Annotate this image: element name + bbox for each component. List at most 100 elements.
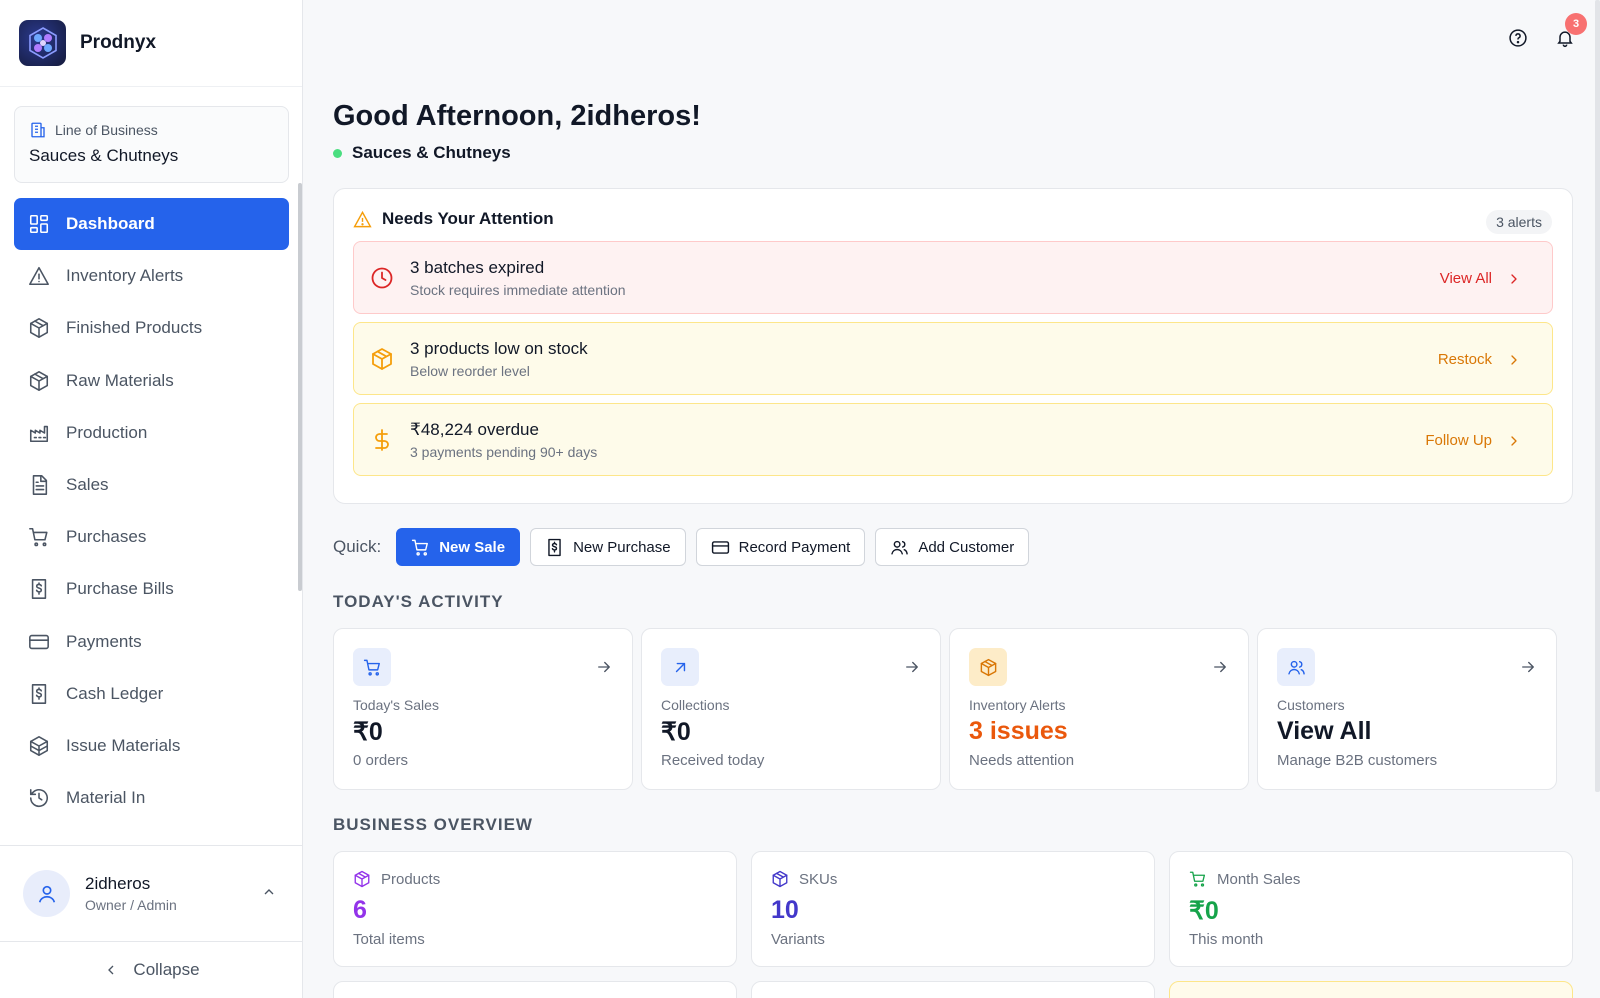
bill-icon [31,683,47,704]
user-menu[interactable]: 2idheros Owner / Admin [0,845,303,941]
sidebar-item-label: Payments [66,631,142,651]
sidebar-scrollbar[interactable] [298,183,302,591]
arrow-right-icon [1214,661,1226,673]
sidebar-item-finished-products[interactable]: Finished Products [14,302,289,354]
users-icon [1287,660,1305,675]
boxes-icon [29,735,49,756]
alert-action-link[interactable]: Follow Up [1425,404,1522,477]
activity-card-icon [969,648,1007,686]
cart-icon [363,659,380,676]
sidebar-item-raw-materials[interactable]: Raw Materials [14,355,289,407]
overview-card-subtitle: Total items [353,931,425,948]
box-icon [29,318,49,339]
alert-item: 3 products low on stock Below reorder le… [353,322,1553,395]
sidebar-item-cash-ledger[interactable]: Cash Ledger [14,668,289,720]
notifications-button[interactable] [1553,26,1577,50]
activity-card-value: ₹0 [661,718,691,746]
sidebar-item-label: Inventory Alerts [66,266,184,286]
business-overview-heading: BUSINESS OVERVIEW [333,815,533,834]
overview-card-label: Products [381,870,441,888]
package-icon [980,658,996,676]
alert-title: ₹48,224 overdue [410,419,539,439]
collapse-label: Collapse [133,960,200,979]
activity-card-subtitle: Manage B2B customers [1277,752,1438,769]
chevron-up-icon[interactable] [261,884,277,900]
activity-card-icon [661,648,699,686]
overview-card-month-sales: Month Sales ₹0 This month [1169,851,1573,967]
activity-card-label: Customers [1277,697,1345,713]
page-title: Good Afternoon, 2idheros! [333,100,701,132]
sidebar-item-label: Material In [66,788,146,808]
activity-card-today-s-sales[interactable]: Today's Sales ₹0 0 orders [333,628,633,790]
sidebar-item-production[interactable]: Production [14,407,289,459]
cart-icon [412,539,429,556]
main-scrollbar[interactable] [1595,0,1600,792]
record-payment-button[interactable]: Record Payment [695,528,866,566]
alert-subtitle: 3 payments pending 90+ days [410,443,598,460]
activity-card-arrow[interactable] [595,658,613,681]
sidebar-item-payments[interactable]: Payments [14,616,289,668]
avatar [23,870,70,917]
dollar-icon [375,428,389,451]
active-business-label: Sauces & Chutneys [352,143,511,162]
cart-icon [1189,871,1206,887]
activity-card-value: View All [1277,717,1372,745]
overview-card-partial [751,981,1155,998]
alert-title: 3 batches expired [410,257,545,277]
activity-card-inventory-alerts[interactable]: Inventory Alerts 3 issues Needs attentio… [949,628,1249,790]
activity-card-arrow[interactable] [903,658,921,681]
overview-card-subtitle: This month [1189,931,1264,948]
sidebar: Prodnyx Line of Business Sauces & Chutne… [0,0,303,998]
cart-icon [29,528,48,547]
sidebar-item-label: Purchases [66,527,147,547]
user-role: Owner / Admin [85,897,177,913]
activity-card-collections[interactable]: Collections ₹0 Received today [641,628,941,790]
add-customer-button[interactable]: Add Customer [875,528,1030,566]
brand-name: Prodnyx [80,32,157,53]
sidebar-item-label: Purchase Bills [66,579,174,599]
sidebar-item-purchase-bills[interactable]: Purchase Bills [14,563,289,615]
attention-panel: Needs Your Attention 3 alerts 3 batches … [333,188,1573,504]
todays-activity-heading: TODAY'S ACTIVITY [333,592,504,611]
warning-icon [353,210,372,227]
overview-card-skus: SKUs 10 Variants [751,851,1155,967]
activity-card-arrow[interactable] [1519,658,1537,681]
alert-action-link[interactable]: View All [1440,242,1522,315]
sidebar-item-purchases[interactable]: Purchases [14,511,289,563]
overview-card-label: SKUs [799,870,838,888]
sidebar-nav: Dashboard Inventory Alerts Finished Produc… [14,198,289,846]
sidebar-item-dashboard[interactable]: Dashboard [14,198,289,250]
users-icon [891,540,909,555]
bill-icon [548,538,561,556]
activity-card-arrow[interactable] [1211,658,1229,681]
sidebar-item-sales[interactable]: Sales [14,459,289,511]
help-button[interactable] [1506,26,1530,50]
alert-title: 3 products low on stock [410,338,588,358]
sidebar-item-label: Production [66,422,148,442]
sidebar-item-material-in[interactable]: Material In [14,772,289,824]
activity-card-subtitle: 0 orders [353,752,409,769]
bill-icon [31,579,47,600]
arrow-right-icon [598,661,610,673]
brand-header: Prodnyx [0,0,302,87]
activity-card-customers[interactable]: Customers View All Manage B2B customers [1257,628,1557,790]
overview-card-label: Month Sales [1217,870,1301,888]
activity-card-label: Today's Sales [353,697,439,713]
overview-card-subtitle: Variants [771,931,825,948]
activity-card-subtitle: Received today [661,752,765,769]
new-purchase-button[interactable]: New Purchase [530,528,686,566]
sidebar-item-issue-materials[interactable]: Issue Materials [14,720,289,772]
quick-actions: Quick: New Sale New Purchase Record Paymen… [333,528,1039,566]
box-icon [772,870,788,888]
alert-action-link[interactable]: Restock [1438,323,1522,396]
activity-card-value: ₹0 [353,718,383,746]
document-icon [32,474,48,495]
line-of-business-selector[interactable]: Line of Business Sauces & Chutneys [14,106,289,183]
sidebar-item-inventory-alerts[interactable]: Inventory Alerts [14,250,289,302]
clock-icon [371,267,393,288]
attention-title: Needs Your Attention [382,209,554,228]
collapse-button[interactable]: Collapse [0,941,303,998]
help-icon [1509,29,1527,47]
notification-count-badge: 3 [1565,13,1587,35]
new-sale-button[interactable]: New Sale [396,528,521,566]
